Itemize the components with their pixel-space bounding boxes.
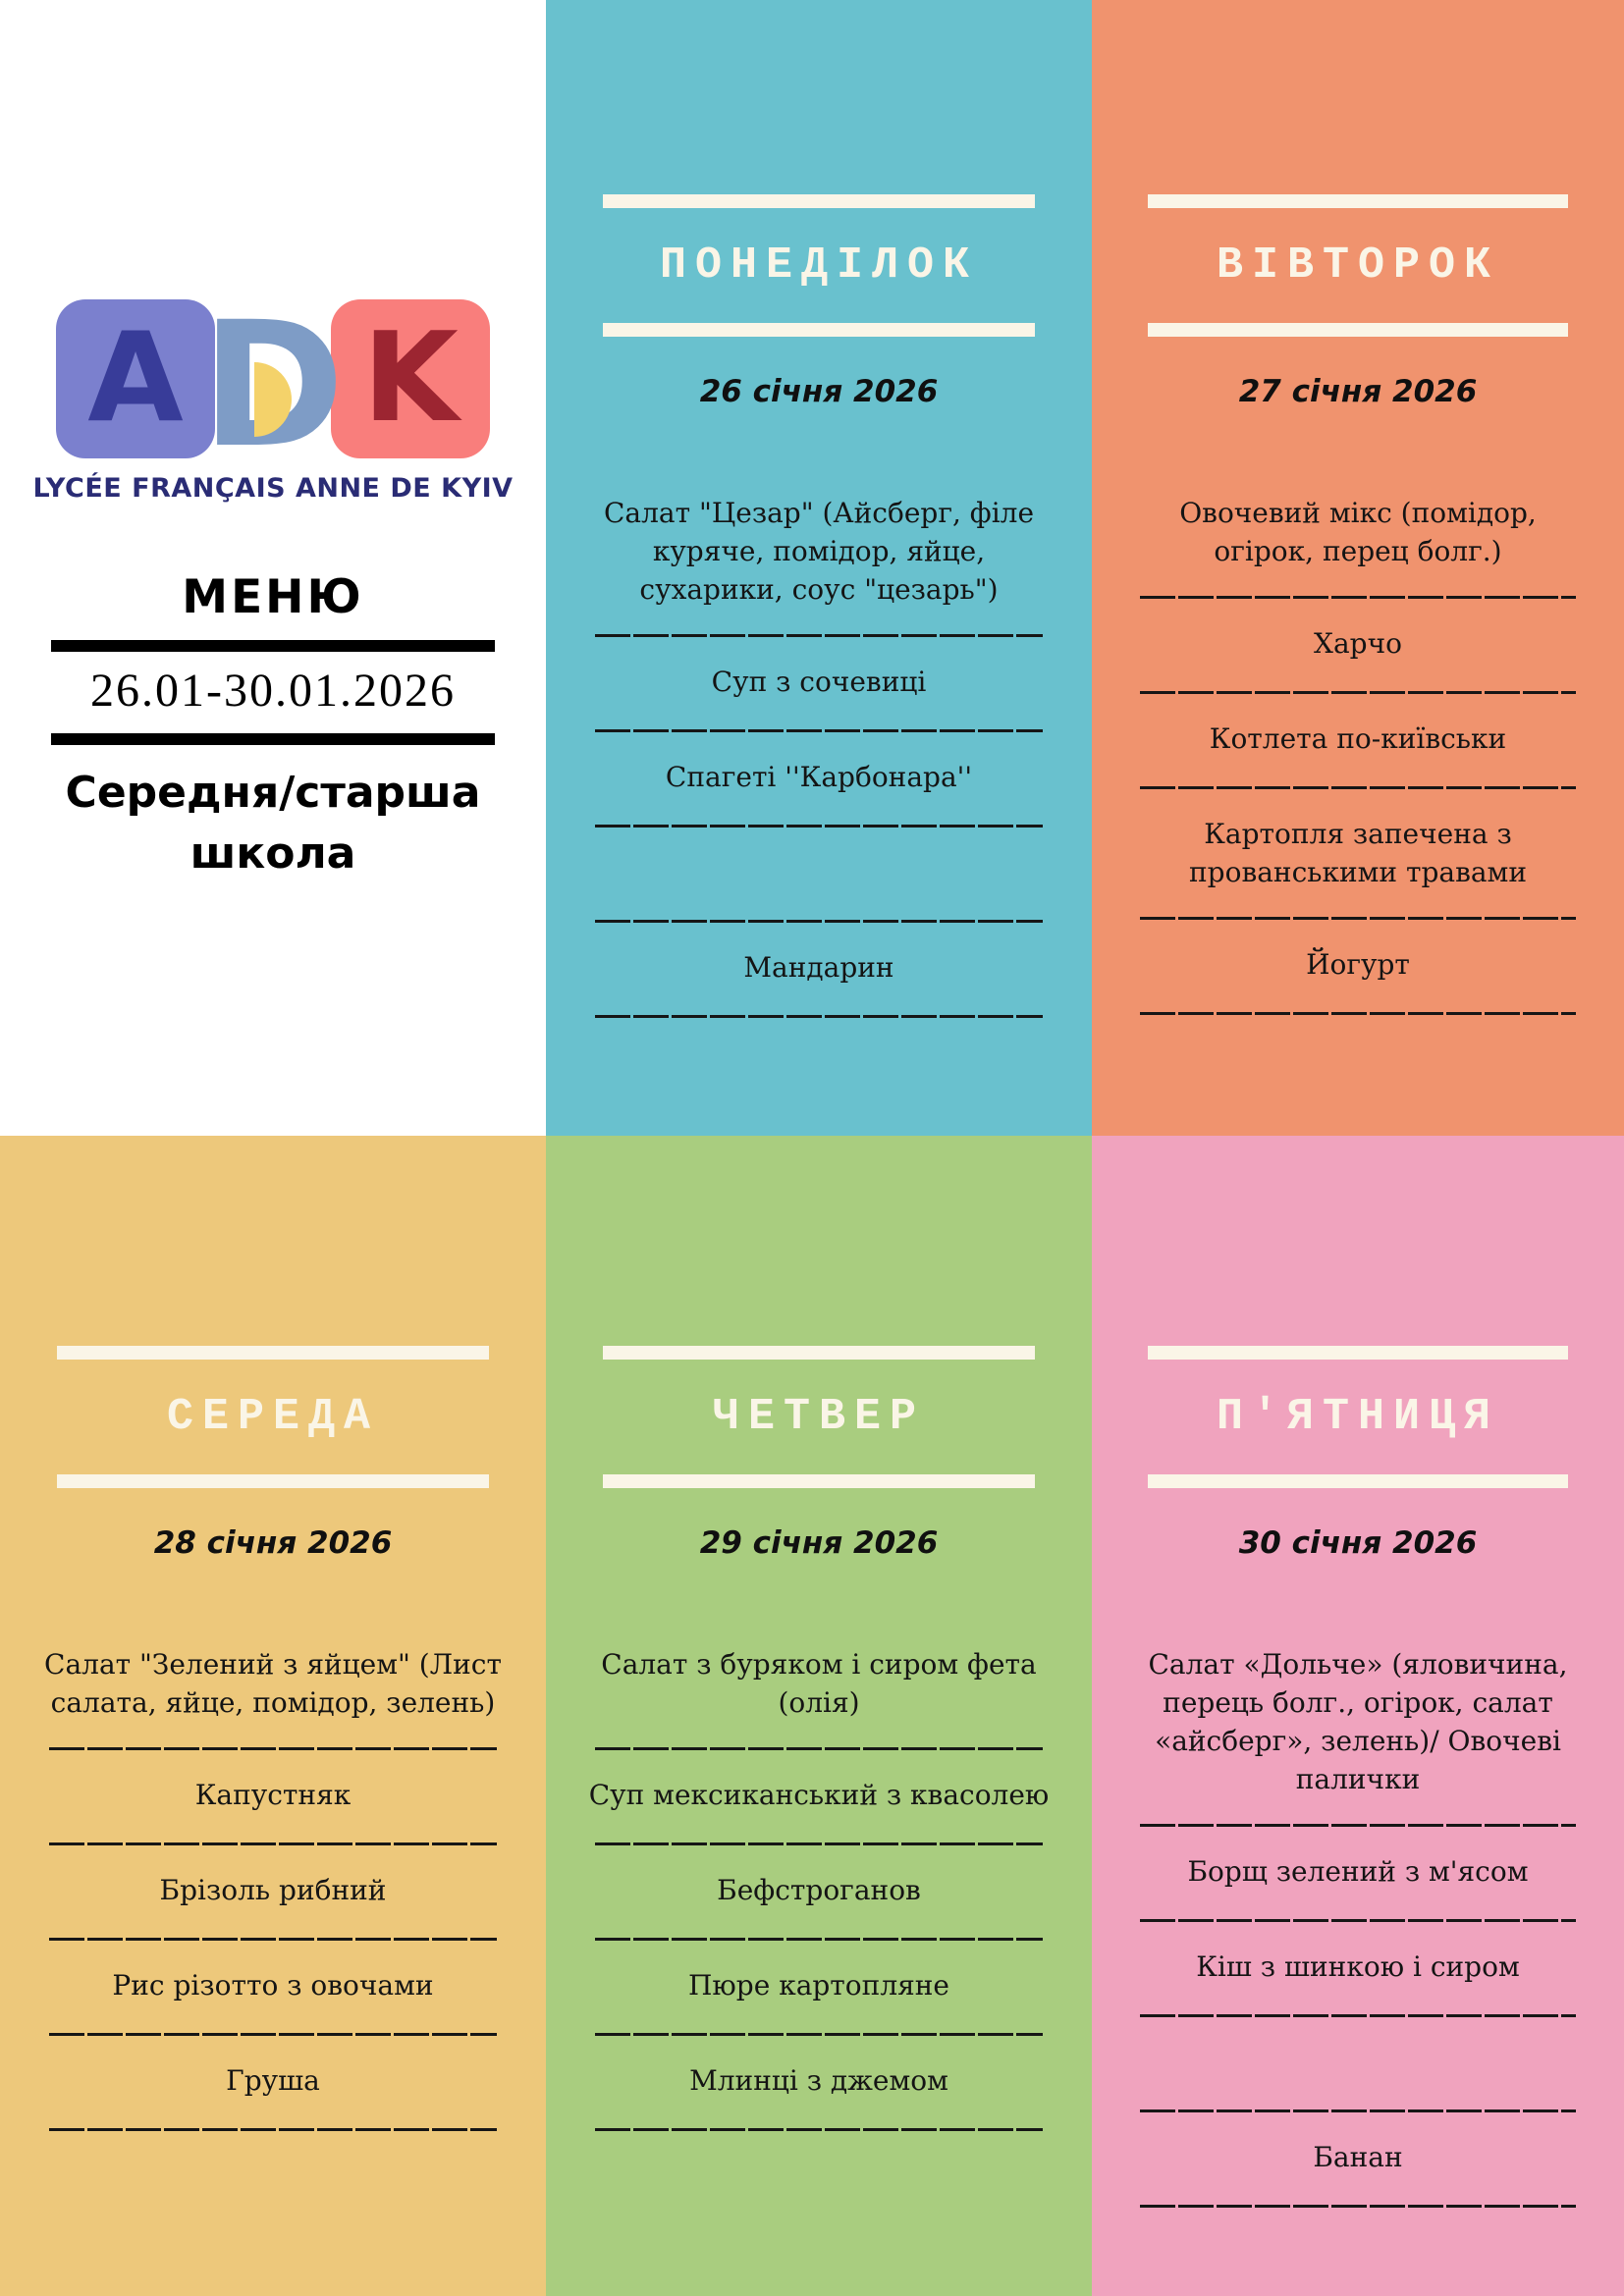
menu-item: Овочевий мікс (помідор, огірок, перец бо… [1179,497,1537,567]
day-name: СЕРЕДА [166,1392,380,1442]
logo-letter-k-block: K [331,299,491,458]
menu-item: Салат "Зелений з яйцем" (Лист салата, яй… [44,1648,502,1719]
underscore-rule [1139,2109,1577,2112]
underscore-rule [1139,2205,1577,2208]
underscore-rule [595,1747,1043,1750]
menu-slots: Салат "Цезар" (Айсберг, філе куряче, пом… [546,494,1092,1018]
underscore-rule [1139,596,1577,599]
underscore-rule [595,2033,1043,2036]
menu-item: Брізоль рибний [159,1874,387,1906]
day-card-monday: ПОНЕДІЛОК 26 січня 2026 Салат "Цезар" (А… [546,0,1092,1136]
underscore-rule [595,1938,1043,1941]
underscore-rule [1139,917,1577,920]
adk-logo: A D K [0,294,546,472]
header-bar [1147,1474,1569,1488]
day-date: 29 січня 2026 [699,1525,939,1561]
menu-slots: Овочевий мікс (помідор, огірок, перец бо… [1092,494,1624,1015]
menu-item: Бефстроганов [717,1874,921,1906]
underscore-rule [1139,1012,1577,1015]
menu-slots: Салат «Дольче» (яловичина, перець болг.,… [1092,1645,1624,2208]
day-date: 30 січня 2026 [1238,1525,1478,1561]
header-bar [57,1346,489,1360]
underscore-rule [1139,691,1577,694]
divider-bar-top [51,640,495,652]
menu-item: Капустняк [194,1779,352,1811]
menu-item: Салат «Дольче» (яловичина, перець болг.,… [1148,1648,1568,1795]
day-date: 28 січня 2026 [153,1525,393,1561]
audience-subtitle: Середня/старша школа [65,768,481,879]
underscore-rule [1139,1824,1577,1827]
day-card-tuesday: ВІВТОРОК 27 січня 2026 Овочевий мікс (по… [1092,0,1624,1136]
header-bar [1147,194,1569,208]
menu-item: Мандарин [743,951,894,984]
header-bar [603,194,1035,208]
menu-item: Картопля запечена з прованськими травами [1189,818,1527,888]
menu-item: Рис різотто з овочами [112,1969,434,2002]
day-card-thursday: ЧЕТВЕР 29 січня 2026 Салат з буряком і с… [546,1136,1092,2296]
underscore-rule [49,1938,497,1941]
day-name: ПОНЕДІЛОК [659,240,979,291]
day-name: ЧЕТВЕР [712,1392,926,1442]
underscore-rule [1139,1919,1577,1922]
menu-item: Пюре картопляне [688,1969,949,2002]
underscore-rule [49,1842,497,1845]
divider-bar-bottom [51,733,495,745]
header-bar [57,1474,489,1488]
underscore-rule [49,2033,497,2036]
underscore-rule [1139,786,1577,789]
menu-item: Харчо [1314,627,1402,660]
header-bar [603,323,1035,337]
menu-item: Банан [1313,2141,1403,2173]
underscore-rule [49,1747,497,1750]
menu-title: МЕНЮ [182,570,364,624]
menu-item: Йогурт [1306,948,1410,981]
menu-item: Суп мексиканський з квасолею [588,1779,1050,1811]
week-date-range: 26.01-30.01.2026 [90,665,456,717]
header-bar [1147,323,1569,337]
menu-item: Борщ зелений з м'ясом [1187,1855,1529,1888]
underscore-rule [1139,2014,1577,2017]
menu-item: Кіш з шинкою і сиром [1196,1950,1520,1983]
menu-item: Груша [226,2064,320,2097]
underscore-rule [595,1842,1043,1845]
header-bar [603,1346,1035,1360]
menu-item-empty [587,853,1052,894]
header-bar [603,1474,1035,1488]
menu-item: Млинці з джемом [689,2064,948,2097]
day-card-friday: П'ЯТНИЦЯ 30 січня 2026 Салат «Дольче» (я… [1092,1136,1624,2296]
underscore-rule [595,634,1043,637]
menu-item: Котлета по-київськи [1209,722,1507,755]
menu-item: Суп з сочевиці [711,666,927,698]
underscore-rule [595,2128,1043,2131]
underscore-rule [595,1015,1043,1018]
underscore-rule [595,729,1043,732]
day-name: П'ЯТНИЦЯ [1216,1392,1500,1442]
menu-slots: Салат "Зелений з яйцем" (Лист салата, яй… [0,1645,546,2131]
logo-letter-a-block: A [55,299,215,458]
info-panel: A D K LYCÉE FRANÇAIS ANNE DE KYIV МЕНЮ 2… [0,0,546,1136]
day-name: ВІВТОРОК [1216,240,1500,291]
underscore-rule [595,825,1043,828]
logo-wordmark: LYCÉE FRANÇAIS ANNE DE KYIV [32,473,514,504]
logo-d-yellow-dot-icon [253,362,292,437]
logo-letter-d: D [201,299,345,472]
day-date: 27 січня 2026 [1238,374,1478,409]
header-bar [1147,1346,1569,1360]
menu-item: Салат з буряком і сиром фета (олія) [601,1648,1037,1719]
day-card-wednesday: СЕРЕДА 28 січня 2026 Салат "Зелений з яй… [0,1136,546,2296]
underscore-rule [49,2128,497,2131]
menu-item: Салат "Цезар" (Айсберг, філе куряче, пом… [603,497,1035,606]
day-date: 26 січня 2026 [699,374,939,409]
menu-item: Спагеті ''Карбонара'' [665,761,973,793]
menu-slots: Салат з буряком і сиром фета (олія) Суп … [546,1645,1092,2131]
menu-item-empty [1132,2043,1585,2084]
underscore-rule [595,920,1043,923]
